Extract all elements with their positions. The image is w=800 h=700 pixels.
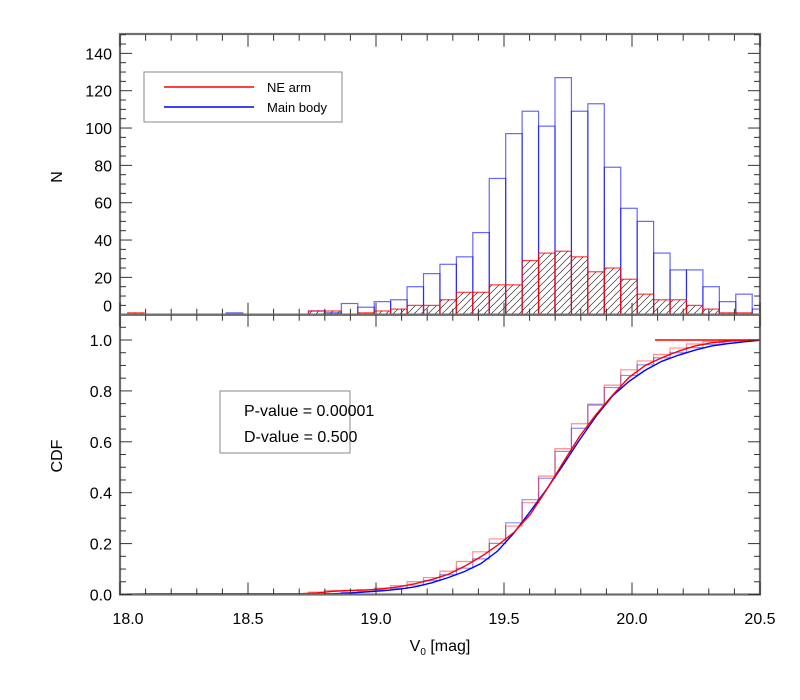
top-y-tick-label: 100 bbox=[85, 121, 112, 138]
bottom-x-tick-label: 19.0 bbox=[360, 611, 391, 628]
histogram-panel: 0 20 40 60 80 100 120 140 N NE arm Main body bbox=[49, 32, 762, 316]
ne-arm-bin bbox=[488, 284, 507, 315]
ne-arm-bin bbox=[603, 267, 622, 315]
cdf-curve-main-body bbox=[120, 339, 760, 595]
legend-main-body-label: Main body bbox=[267, 100, 327, 115]
bottom-x-ticks bbox=[119, 314, 761, 595]
bottom-y-tick-label: 0.4 bbox=[90, 486, 112, 503]
ne-arm-bin bbox=[570, 256, 589, 315]
ne-arm-bin bbox=[636, 293, 655, 315]
main-body-bin bbox=[340, 302, 359, 315]
ne-arm-bin bbox=[439, 299, 457, 315]
ne-arm-bin bbox=[521, 259, 540, 315]
bottom-y-ticks bbox=[120, 326, 760, 595]
legend-ne-arm-label: NE arm bbox=[267, 80, 311, 95]
ne-arm-bin bbox=[620, 278, 638, 315]
main-body-bin bbox=[751, 308, 760, 315]
bottom-x-tick-labels: 18.0 18.5 19.0 19.5 20.0 20.5 bbox=[112, 611, 775, 628]
top-y-tick-label: 0 bbox=[103, 299, 112, 316]
ne-arm-bin bbox=[653, 299, 671, 315]
cdf-panel: 0.0 0.2 0.4 0.6 0.8 1.0 18.0 18.5 19.0 19.5 20.0 2… bbox=[49, 313, 776, 658]
top-y-tick-label: 140 bbox=[85, 46, 112, 63]
bottom-x-tick-label: 18.0 bbox=[112, 611, 143, 628]
legend-box bbox=[143, 71, 343, 123]
bottom-y-tick-label: 0.8 bbox=[90, 384, 112, 401]
cdf-step-main-body bbox=[127, 339, 760, 595]
bottom-y-tick-label: 1.0 bbox=[90, 333, 112, 350]
bottom-y-tick-label: 0.6 bbox=[90, 435, 112, 452]
cdf-curve-ne-arm bbox=[120, 339, 760, 595]
ne-arm-bin bbox=[685, 304, 704, 315]
stats-box-frame bbox=[219, 390, 351, 454]
cdf-step-ne-arm bbox=[127, 339, 760, 595]
bottom-y-axis-label: CDF bbox=[49, 439, 66, 472]
top-y-tick-labels: 0 20 40 60 80 100 120 140 bbox=[85, 46, 112, 315]
x-axis-label-unit: [mag] bbox=[426, 638, 470, 655]
bottom-y-tick-labels: 0.0 0.2 0.4 0.6 0.8 1.0 bbox=[90, 333, 112, 605]
x-axis-label-main: V bbox=[410, 638, 421, 655]
top-y-ticks bbox=[120, 34, 760, 316]
ks-stats-box: P-value = 0.00001 D-value = 0.500 bbox=[219, 390, 374, 454]
top-y-tick-label: 20 bbox=[94, 270, 112, 287]
top-y-tick-label: 60 bbox=[94, 196, 112, 213]
ne-arm-bin bbox=[669, 299, 688, 315]
top-y-tick-label: 120 bbox=[85, 84, 112, 101]
p-value-text: P-value = 0.00001 bbox=[244, 403, 374, 420]
ne-arm-bin bbox=[587, 271, 605, 315]
ne-arm-bin bbox=[472, 291, 490, 315]
ne-arm-bin bbox=[406, 304, 425, 315]
x-axis-label: V0 [mag] bbox=[410, 638, 471, 658]
bottom-x-tick-label: 20.5 bbox=[744, 611, 775, 628]
bottom-x-tick-label: 20.0 bbox=[616, 611, 647, 628]
bottom-x-tick-label: 18.5 bbox=[232, 611, 263, 628]
bottom-y-tick-label: 0.2 bbox=[90, 537, 112, 554]
top-y-tick-label: 80 bbox=[94, 158, 112, 175]
bottom-x-tick-label: 19.5 bbox=[488, 611, 519, 628]
x-axis-label-subscript: 0 bbox=[420, 647, 426, 658]
bottom-y-tick-label: 0.0 bbox=[90, 588, 112, 605]
legend: NE arm Main body bbox=[143, 71, 343, 123]
top-y-axis-label: N bbox=[49, 171, 66, 183]
top-y-tick-label: 40 bbox=[94, 233, 112, 250]
ne-arm-bin bbox=[422, 304, 441, 315]
ne-arm-bin bbox=[537, 252, 556, 315]
ne-arm-bin bbox=[554, 250, 573, 315]
ne-arm-bin bbox=[455, 291, 474, 315]
d-value-text: D-value = 0.500 bbox=[244, 429, 358, 446]
cdf-curves bbox=[120, 339, 760, 595]
ne-arm-bin bbox=[505, 284, 523, 315]
main-body-bin bbox=[735, 293, 753, 315]
